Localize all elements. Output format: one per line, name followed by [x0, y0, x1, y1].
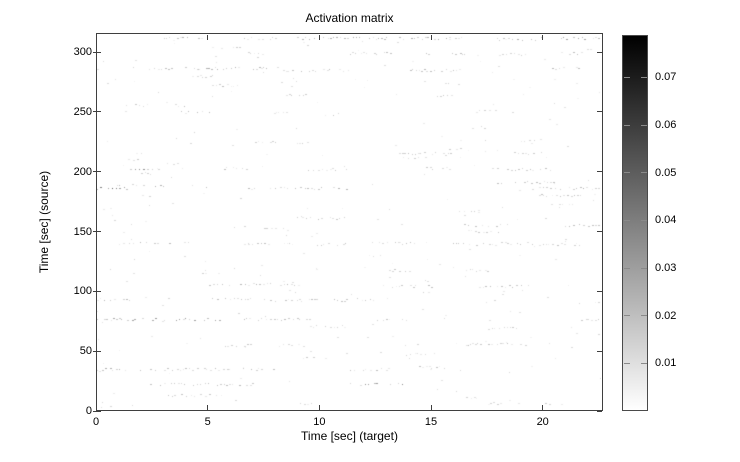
y-tick-mark-right	[596, 171, 602, 173]
colorbar-tick-label: 0.02	[655, 309, 677, 322]
x-tick-mark	[95, 405, 97, 410]
x-tick-mark-top	[318, 34, 320, 40]
x-tick-mark-top	[542, 34, 544, 40]
y-tick-mark	[93, 111, 101, 113]
y-tick-mark-right	[596, 111, 602, 113]
y-tick-mark	[93, 290, 101, 292]
x-tick-mark-top	[95, 34, 97, 40]
colorbar-tick-mark-right	[640, 362, 647, 364]
colorbar-tick-mark-right	[640, 267, 647, 269]
y-tick-mark	[93, 350, 101, 352]
colorbar-tick-label: 0.01	[655, 357, 677, 370]
colorbar-tick-mark-right	[640, 219, 647, 221]
y-tick-mark-right	[596, 290, 602, 292]
y-tick-label: 300	[73, 46, 92, 59]
y-tick-mark	[93, 171, 101, 173]
y-tick-mark-right	[596, 350, 602, 352]
y-axis-label: Time [sec] (source)	[37, 170, 51, 274]
colorbar	[622, 35, 648, 411]
y-tick-label: 150	[73, 225, 92, 238]
y-tick-mark	[93, 51, 101, 53]
colorbar-tick-mark-left	[623, 315, 630, 317]
y-tick-label: 0	[85, 405, 92, 417]
x-tick-label: 15	[424, 416, 438, 428]
x-tick-mark-top	[207, 34, 209, 40]
colorbar-tick-mark-left	[623, 124, 630, 126]
colorbar-tick-label: 0.05	[655, 166, 677, 179]
heatmap-canvas	[97, 34, 601, 409]
colorbar-tick-label: 0.06	[655, 119, 677, 132]
colorbar-tick-mark-left	[623, 267, 630, 269]
colorbar-tick-mark-right	[640, 172, 647, 174]
y-tick-mark	[93, 410, 101, 412]
y-tick-mark	[93, 231, 101, 233]
colorbar-tick-mark-right	[640, 315, 647, 317]
x-tick-label: 5	[204, 416, 211, 428]
x-tick-label: 10	[313, 416, 326, 428]
colorbar-tick-mark-right	[640, 76, 647, 78]
x-tick-mark	[542, 405, 544, 410]
x-tick-mark-top	[430, 34, 432, 40]
x-tick-label: 20	[536, 416, 549, 428]
colorbar-tick-mark-left	[623, 76, 630, 78]
y-tick-mark-right	[596, 231, 602, 233]
y-tick-label: 100	[73, 285, 92, 298]
x-axis-label: Time [sec] (target)	[301, 429, 398, 443]
plot-area	[96, 33, 603, 411]
x-tick-mark	[318, 405, 320, 410]
plot-title: Activation matrix	[305, 11, 394, 25]
x-tick-mark	[207, 405, 209, 410]
y-tick-label: 50	[79, 345, 92, 358]
colorbar-tick-mark-right	[640, 124, 647, 126]
y-tick-label: 250	[73, 105, 92, 118]
x-tick-label: 0	[92, 416, 100, 428]
colorbar-tick-label: 0.04	[655, 214, 677, 227]
colorbar-tick-mark-left	[623, 219, 630, 221]
colorbar-tick-mark-left	[623, 172, 630, 174]
x-tick-mark	[430, 405, 432, 410]
colorbar-tick-label: 0.03	[655, 262, 677, 275]
y-tick-mark-right	[596, 51, 602, 53]
y-tick-label: 200	[73, 165, 92, 178]
y-tick-mark-right	[596, 410, 602, 412]
colorbar-tick-mark-left	[623, 362, 630, 364]
colorbar-tick-label: 0.07	[655, 71, 677, 84]
